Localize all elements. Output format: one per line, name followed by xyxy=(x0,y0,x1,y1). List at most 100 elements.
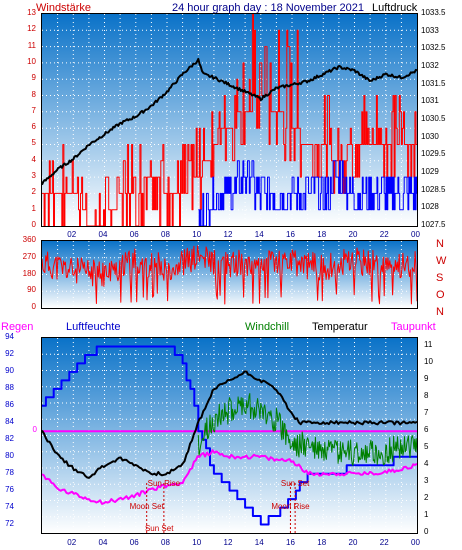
temperature-tick: 11 xyxy=(424,340,433,350)
chart-title: 24 hour graph day : 18 November 2021 xyxy=(172,2,365,14)
temperature-tick: 6 xyxy=(424,425,429,435)
taupunkt-series xyxy=(42,449,417,505)
x-tick: 06 xyxy=(129,230,139,239)
windstaerke-tick: 10 xyxy=(27,56,36,66)
annotation-label: Sun Set xyxy=(145,524,174,533)
x-tick: 14 xyxy=(254,538,264,547)
temperature-tick: 7 xyxy=(424,408,429,418)
direction-tick: 270 xyxy=(22,251,36,261)
windstaerke-tick: 5 xyxy=(31,138,36,148)
windstaerke-tick: 7 xyxy=(31,105,36,115)
x-tick: 20 xyxy=(348,538,358,547)
humidity-tick: 94 xyxy=(5,332,14,341)
compass-label: O xyxy=(436,289,445,301)
direction-tick: 360 xyxy=(22,235,36,244)
temperature-tick: 1 xyxy=(424,510,429,520)
humidity-tick: 92 xyxy=(5,348,14,358)
humidity-tick: 76 xyxy=(5,484,14,494)
humidity-temperature-panel: Sun Rise Moon Set Sun Set Moon Rise Sun Set xyxy=(41,337,418,534)
temperature-tick: 8 xyxy=(424,391,429,401)
temperature-tick: 3 xyxy=(424,476,429,486)
x-tick: 12 xyxy=(223,538,233,547)
x-tick: 14 xyxy=(254,230,264,239)
compass-label: N xyxy=(436,238,444,250)
x-tick: 08 xyxy=(161,538,170,547)
windstaerke-tick: 8 xyxy=(31,89,36,99)
temperature-tick: 0 xyxy=(424,527,429,536)
wind-pressure-plot xyxy=(42,14,417,226)
humidity-tick: 90 xyxy=(5,365,14,375)
temperature-tick: 2 xyxy=(424,493,429,503)
luftdruck-tick: 1028 xyxy=(421,202,439,212)
x-tick: 22 xyxy=(379,230,389,239)
x-tick: 00 xyxy=(411,230,420,239)
x-tick: 06 xyxy=(129,538,139,547)
windstaerke-tick: 0 xyxy=(31,220,36,229)
temperature-tick: 4 xyxy=(424,459,429,469)
windrichtung-series xyxy=(42,245,417,305)
direction-tick: 180 xyxy=(22,268,36,278)
x-tick: 20 xyxy=(348,230,358,239)
annotation-label: Moon Rise xyxy=(271,502,310,511)
windstaerke-series xyxy=(42,14,417,226)
windstaerke-tick: 6 xyxy=(31,122,36,132)
boeen-series xyxy=(198,160,417,226)
regen-tick: 0 xyxy=(32,425,37,435)
windstaerke-tick: 12 xyxy=(27,24,36,34)
wind-direction-plot xyxy=(42,241,417,308)
luftfeuchte-label: Luftfeuchte xyxy=(66,321,121,333)
x-tick: 18 xyxy=(317,230,327,239)
luftdruck-label: Luftdruck xyxy=(372,2,418,14)
humidity-tick: 84 xyxy=(5,416,14,426)
compass-label: S xyxy=(436,272,444,284)
windchill-label: Windchill xyxy=(245,321,290,333)
luftdruck-tick: 1030 xyxy=(421,131,439,141)
luftdruck-tick: 1030.5 xyxy=(421,114,446,123)
temperature-tick: 9 xyxy=(424,374,429,384)
x-tick: 16 xyxy=(286,230,295,239)
annotation-label: Sun Rise xyxy=(148,479,181,488)
luftdruck-tick: 1033.5 xyxy=(421,8,446,17)
luftdruck-series xyxy=(42,57,417,186)
x-tick: 04 xyxy=(98,230,108,239)
windstaerke-tick: 2 xyxy=(31,187,36,197)
x-tick: 00 xyxy=(411,538,420,547)
windstaerke-label: Windstärke xyxy=(36,2,92,14)
windstaerke-tick: 4 xyxy=(31,154,36,164)
x-tick: 16 xyxy=(286,538,295,547)
windstaerke-tick: 3 xyxy=(31,171,36,181)
x-tick: 04 xyxy=(98,538,108,547)
luftdruck-tick: 1031 xyxy=(421,96,439,106)
x-tick: 10 xyxy=(192,230,202,239)
wind-direction-panel xyxy=(41,240,418,309)
luftdruck-tick: 1028.5 xyxy=(421,184,446,194)
humidity-tick: 82 xyxy=(5,433,14,443)
temperature-tick: 10 xyxy=(424,357,433,367)
annotation-label: Sun Set xyxy=(281,479,310,488)
temperatur-series xyxy=(42,370,417,479)
luftdruck-tick: 1032.5 xyxy=(421,43,446,53)
temperature-tick: 5 xyxy=(424,442,429,452)
luftdruck-tick: 1031.5 xyxy=(421,78,446,88)
windstaerke-tick: 1 xyxy=(31,203,36,213)
direction-tick: 90 xyxy=(27,285,36,295)
x-tick: 18 xyxy=(317,538,327,547)
luftdruck-tick: 1027.5 xyxy=(421,220,446,229)
x-tick: 12 xyxy=(223,230,233,239)
humidity-tick: 74 xyxy=(5,501,14,511)
humidity-tick: 80 xyxy=(5,450,14,460)
wind-pressure-panel xyxy=(41,13,418,227)
windchill-series xyxy=(197,393,417,466)
compass-label: N xyxy=(436,306,444,318)
direction-tick: 0 xyxy=(31,302,36,311)
humidity-tick: 78 xyxy=(5,467,14,477)
windstaerke-tick: 13 xyxy=(27,8,36,17)
windstaerke-tick: 9 xyxy=(31,73,36,83)
annotation-label: Moon Set xyxy=(130,502,165,511)
temperatur-label: Temperatur xyxy=(312,321,368,333)
regen-label: Regen xyxy=(1,321,34,333)
windstaerke-tick: 11 xyxy=(27,40,36,50)
luftdruck-tick: 1029 xyxy=(421,167,439,176)
taupunkt-label: Taupunkt xyxy=(391,321,436,333)
